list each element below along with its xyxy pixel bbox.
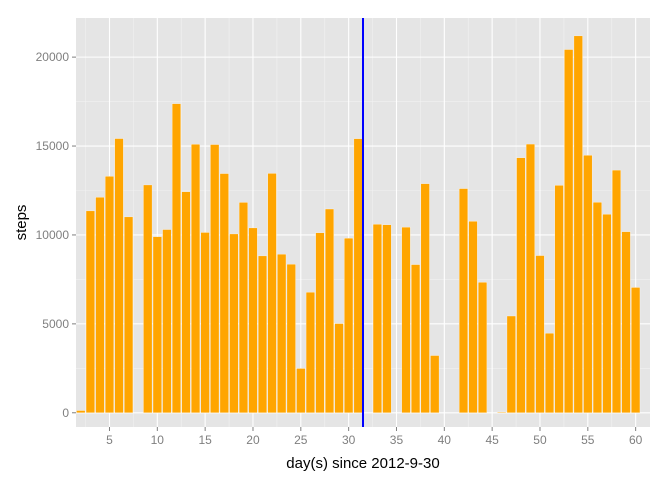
bar-day-27 [315, 232, 325, 413]
x-tick-label: 5 [106, 433, 113, 447]
y-tick-label: 0 [62, 406, 69, 420]
x-tick-label: 15 [198, 433, 212, 447]
bar-day-57 [602, 214, 612, 413]
bar-day-30 [344, 238, 354, 413]
bar-day-39 [430, 355, 440, 413]
bar-day-60 [631, 287, 641, 413]
bar-day-51 [545, 333, 555, 413]
bar-day-53 [564, 49, 574, 413]
bar-day-19 [238, 202, 248, 413]
bar-day-16 [210, 144, 220, 413]
bar-day-46 [497, 411, 507, 413]
bar-day-7 [124, 216, 134, 413]
bar-day-10 [152, 236, 162, 413]
bar-day-21 [258, 255, 268, 413]
bar-day-34 [382, 224, 392, 413]
bar-day-56 [592, 202, 602, 413]
bar-day-52 [554, 185, 564, 413]
bar-day-43 [468, 221, 478, 413]
bar-day-26 [305, 292, 315, 413]
bars [76, 35, 641, 413]
bar-day-14 [191, 144, 201, 413]
x-axis-title: day(s) since 2012-9-30 [286, 455, 439, 472]
x-tick-label: 50 [533, 433, 547, 447]
x-tick-label: 30 [342, 433, 356, 447]
x-tick-label: 10 [151, 433, 165, 447]
y-tick-label: 15000 [36, 139, 70, 153]
y-axis-title: steps [13, 205, 30, 241]
x-tick-label: 40 [438, 433, 452, 447]
bar-day-23 [277, 254, 287, 413]
bar-day-38 [420, 183, 430, 413]
bar-day-9 [143, 184, 153, 413]
bar-day-58 [612, 169, 621, 413]
y-tick-label: 10000 [36, 228, 70, 242]
bar-day-28 [325, 208, 334, 413]
x-tick-label: 60 [629, 433, 643, 447]
bar-day-42 [458, 188, 468, 413]
bar-day-50 [535, 255, 545, 413]
x-tick-label: 20 [246, 433, 260, 447]
bar-day-33 [372, 224, 382, 413]
x-axis: 5 10 15 20 25 30 35 40 45 50 55 60 [106, 427, 643, 447]
bar-day-25 [296, 368, 306, 413]
bar-day-13 [181, 191, 191, 413]
bar-day-49 [525, 143, 535, 413]
bar-day-44 [478, 282, 488, 413]
bar-day-59 [621, 231, 631, 413]
x-tick-label: 25 [294, 433, 308, 447]
bar-day-31 [353, 138, 363, 413]
bar-day-11 [162, 229, 172, 413]
bar-day-29 [334, 323, 344, 413]
bar-day-47 [506, 315, 516, 413]
bar-day-54 [573, 35, 583, 413]
x-tick-label: 45 [485, 433, 499, 447]
bar-day-6 [114, 138, 124, 413]
bar-day-55 [583, 155, 593, 413]
x-tick-label: 35 [390, 433, 404, 447]
bar-day-18 [229, 233, 239, 413]
bar-day-4 [95, 197, 105, 413]
bar-day-3 [85, 210, 95, 413]
bar-day-15 [200, 232, 210, 413]
bar-day-12 [171, 103, 181, 413]
bar-day-48 [516, 157, 526, 413]
bar-day-17 [219, 173, 229, 413]
bar-day-24 [286, 264, 296, 413]
bar-day-36 [401, 226, 411, 413]
bar-day-20 [248, 227, 258, 413]
y-tick-label: 5000 [42, 317, 69, 331]
bar-day-5 [105, 176, 114, 413]
x-tick-label: 55 [581, 433, 595, 447]
bar-day-2 [76, 410, 86, 413]
y-tick-label: 20000 [36, 50, 70, 64]
y-axis: 0 5000 10000 15000 20000 [36, 50, 76, 420]
bar-day-22 [267, 173, 277, 413]
bar-day-37 [411, 264, 421, 413]
